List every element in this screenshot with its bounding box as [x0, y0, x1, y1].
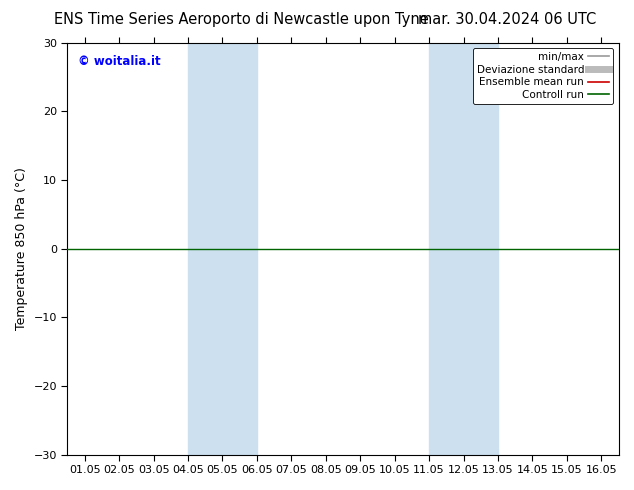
Y-axis label: Temperature 850 hPa (°C): Temperature 850 hPa (°C)	[15, 167, 28, 330]
Text: ENS Time Series Aeroporto di Newcastle upon Tyne: ENS Time Series Aeroporto di Newcastle u…	[53, 12, 429, 27]
Text: mar. 30.04.2024 06 UTC: mar. 30.04.2024 06 UTC	[418, 12, 597, 27]
Bar	[429, 43, 498, 455]
Text: © woitalia.it: © woitalia.it	[79, 55, 161, 68]
Bar	[188, 43, 257, 455]
Legend: min/max, Deviazione standard, Ensemble mean run, Controll run: min/max, Deviazione standard, Ensemble m…	[472, 48, 613, 104]
